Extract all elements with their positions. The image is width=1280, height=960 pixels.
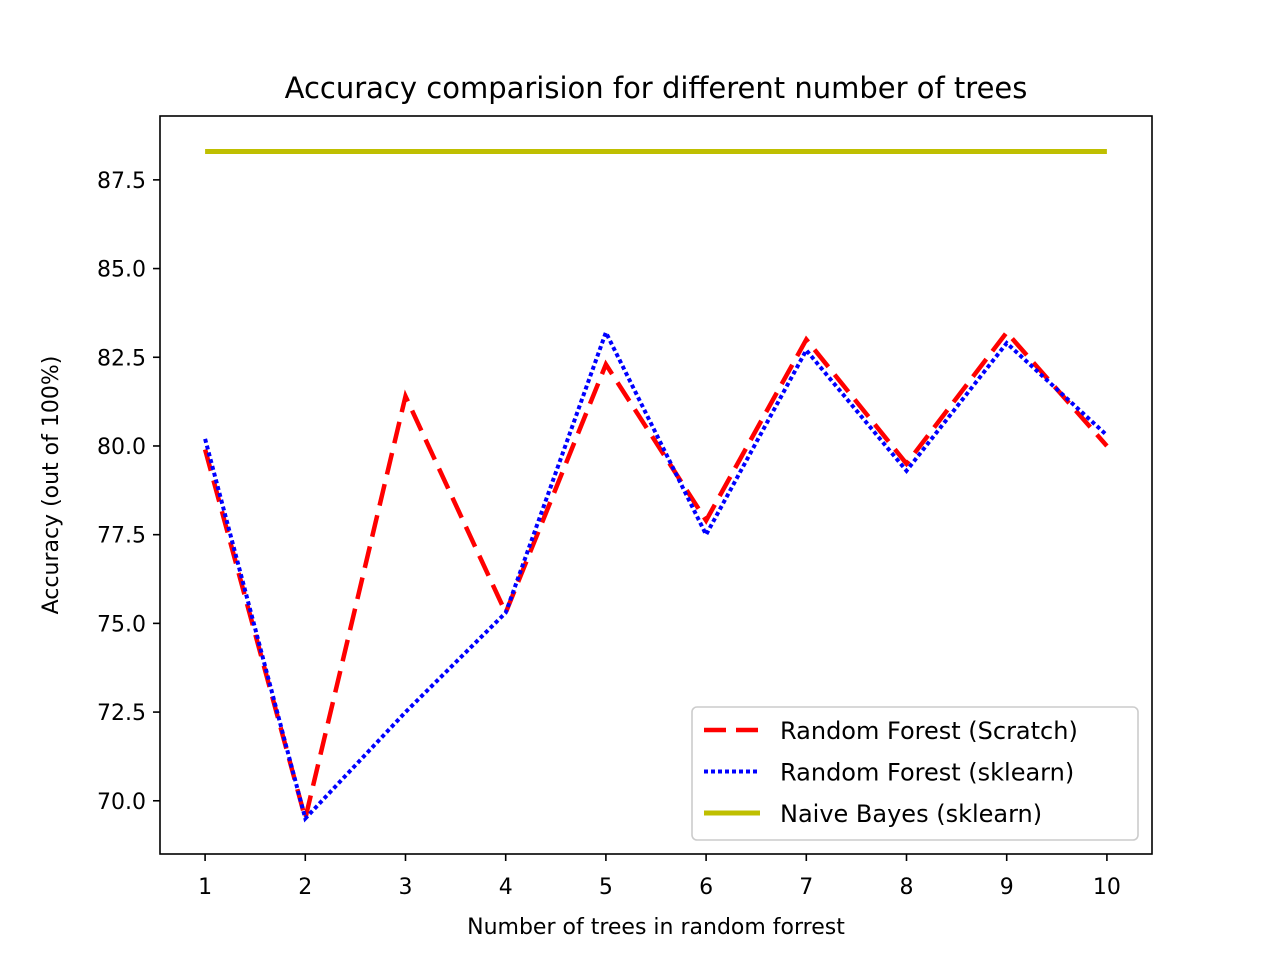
plot-area (202, 149, 1109, 823)
axes-frame (159, 115, 1153, 855)
x-tick-label: 10 (1093, 875, 1121, 900)
x-tick-label: 4 (499, 875, 513, 900)
x-tick-label: 3 (398, 875, 412, 900)
legend-box (691, 706, 1139, 841)
legend: Random Forest (Scratch) Random Forest (sk… (691, 706, 1139, 841)
x-tick-label: 5 (599, 875, 613, 900)
y-axis-label: Accuracy (out of 100%) (39, 356, 64, 615)
x-axis-label: Number of trees in random forrest (467, 915, 845, 940)
chart-title: Accuracy comparision for different numbe… (285, 71, 1028, 105)
legend-label: Naive Bayes (sklearn) (780, 800, 1042, 828)
x-tick-label: 6 (699, 875, 713, 900)
y-tick-label: 77.5 (97, 524, 146, 549)
series-line-1 (202, 328, 1109, 820)
y-tick-label: 85.0 (97, 258, 146, 283)
legend-label: Random Forest (sklearn) (780, 759, 1074, 787)
y-tick-label: 82.5 (97, 346, 146, 371)
y-tick-label: 80.0 (97, 435, 146, 460)
y-tick-label: 72.5 (97, 701, 146, 726)
y-tick-label: 87.5 (97, 169, 146, 194)
axis-ticks: 1 2 3 4 5 6 7 8 9 10 70.0 72.5 75.0 77.5 80.0 82.5 85.0 8… (97, 169, 1121, 900)
x-tick-label: 2 (298, 875, 312, 900)
legend-label: Random Forest (Scratch) (780, 717, 1078, 745)
y-tick-label: 75.0 (97, 612, 146, 637)
x-tick-label: 8 (900, 875, 914, 900)
x-tick-label: 1 (198, 875, 212, 900)
series-line-2 (203, 327, 1109, 823)
y-tick-label: 70.0 (97, 790, 146, 815)
x-tick-label: 7 (799, 875, 813, 900)
x-tick-label: 9 (1000, 875, 1014, 900)
